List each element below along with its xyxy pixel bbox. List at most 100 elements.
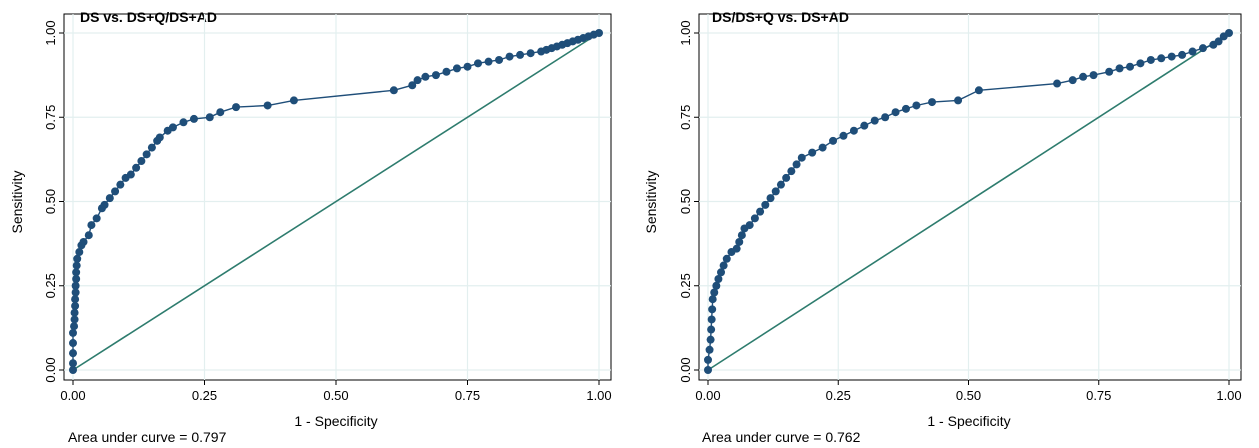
roc-point bbox=[881, 113, 890, 122]
roc-point bbox=[891, 108, 900, 117]
roc-point bbox=[708, 295, 717, 304]
roc-point bbox=[818, 143, 827, 152]
roc-point bbox=[408, 81, 417, 90]
roc-point bbox=[808, 148, 817, 157]
roc-point bbox=[137, 157, 146, 166]
roc-point bbox=[216, 108, 225, 117]
plot-frame bbox=[698, 13, 1242, 381]
roc-point bbox=[87, 221, 96, 230]
roc-point bbox=[1214, 37, 1223, 46]
roc-point bbox=[719, 261, 728, 270]
roc-point bbox=[1079, 72, 1088, 81]
roc-point bbox=[142, 150, 151, 159]
roc-point bbox=[1089, 71, 1098, 80]
x-axis-label: 1 - Specificity bbox=[294, 413, 377, 429]
roc-point bbox=[706, 335, 715, 344]
roc-point bbox=[168, 123, 177, 132]
y-tick-label: 1.00 bbox=[678, 20, 693, 45]
roc-point bbox=[710, 288, 719, 297]
roc-point bbox=[870, 116, 879, 125]
x-tick-label: 0.00 bbox=[695, 388, 720, 403]
roc-point bbox=[1105, 67, 1114, 76]
roc-point bbox=[474, 59, 483, 68]
x-tick-label: 0.75 bbox=[1086, 388, 1111, 403]
roc-point bbox=[69, 349, 77, 358]
roc-point bbox=[463, 62, 472, 71]
roc-point bbox=[126, 170, 135, 179]
x-tick-label: 1.00 bbox=[586, 388, 611, 403]
roc-point bbox=[860, 121, 869, 130]
roc-point bbox=[71, 288, 80, 297]
y-tick-label: 0.00 bbox=[678, 357, 693, 382]
roc-point bbox=[111, 187, 120, 196]
x-tick-label: 0.25 bbox=[826, 388, 851, 403]
roc-point bbox=[69, 328, 77, 337]
roc-point bbox=[756, 207, 765, 216]
roc-point bbox=[263, 101, 272, 110]
roc-point bbox=[72, 268, 81, 277]
roc-point bbox=[70, 315, 79, 324]
roc-point bbox=[1053, 79, 1062, 88]
roc-point bbox=[954, 96, 963, 105]
chart-title: DS vs. DS+Q/DS+AD bbox=[80, 9, 217, 25]
roc-point bbox=[505, 52, 514, 61]
roc-point bbox=[707, 325, 716, 334]
roc-point bbox=[771, 187, 780, 196]
x-tick-label: 1.00 bbox=[1216, 388, 1241, 403]
roc-point bbox=[737, 231, 746, 240]
y-tick-label: 1.00 bbox=[43, 20, 58, 45]
plot-area: 0.000.00 0.25 0.25 0.50 0.50 0.75 0.75 1.00 1.00 bbox=[678, 13, 1242, 403]
roc-point bbox=[708, 305, 717, 314]
roc-point bbox=[1126, 62, 1135, 71]
roc-point bbox=[750, 214, 759, 223]
x-tick-label: 0.25 bbox=[192, 388, 217, 403]
roc-point bbox=[289, 96, 298, 105]
reference-line bbox=[72, 32, 600, 371]
roc-point bbox=[71, 295, 80, 304]
roc-point bbox=[1198, 44, 1207, 53]
roc-point bbox=[72, 261, 81, 270]
roc-point bbox=[155, 133, 164, 142]
roc-point bbox=[839, 131, 848, 140]
y-axis-label: Sensitivity bbox=[9, 170, 25, 233]
roc-point bbox=[232, 103, 241, 112]
y-tick-label: 0.00 bbox=[43, 357, 58, 382]
roc-point bbox=[69, 339, 77, 348]
roc-point bbox=[413, 76, 422, 85]
x-tick-label: 0.75 bbox=[455, 388, 480, 403]
roc-point bbox=[1146, 55, 1155, 64]
roc-point bbox=[1167, 52, 1176, 61]
y-tick-label: 0.75 bbox=[43, 105, 58, 130]
roc-point bbox=[71, 281, 80, 290]
reference-line bbox=[707, 32, 1230, 371]
roc-point bbox=[179, 118, 188, 127]
roc-point bbox=[1188, 47, 1197, 56]
roc-point bbox=[1178, 50, 1187, 59]
roc-point bbox=[722, 254, 731, 263]
roc-point bbox=[732, 244, 741, 253]
roc-point bbox=[442, 67, 451, 76]
roc-point bbox=[974, 86, 983, 95]
y-tick-label: 0.50 bbox=[43, 189, 58, 214]
chart-title: DS/DS+Q vs. DS+AD bbox=[712, 9, 849, 25]
roc-point bbox=[389, 86, 398, 95]
roc-point bbox=[707, 315, 716, 324]
roc-point bbox=[1157, 54, 1166, 63]
roc-point bbox=[766, 194, 775, 203]
roc-point bbox=[928, 98, 937, 107]
roc-point bbox=[712, 281, 721, 290]
y-tick-label: 0.75 bbox=[678, 105, 693, 130]
roc-point bbox=[70, 308, 79, 317]
roc-chart-right: DS/DS+Q vs. DS+AD 0.000.000.250.250.500.… bbox=[643, 9, 1242, 445]
roc-point bbox=[116, 180, 125, 189]
auc-footnote: Area under curve = 0.797 bbox=[68, 429, 227, 445]
roc-point bbox=[73, 254, 82, 263]
x-tick-label: 0.50 bbox=[956, 388, 981, 403]
roc-point bbox=[516, 50, 525, 59]
roc-point bbox=[147, 143, 156, 152]
roc-point bbox=[761, 200, 770, 209]
roc-point bbox=[69, 366, 77, 374]
roc-point bbox=[189, 114, 198, 123]
x-axis-label: 1 - Specificity bbox=[927, 413, 1010, 429]
roc-point bbox=[452, 64, 461, 73]
